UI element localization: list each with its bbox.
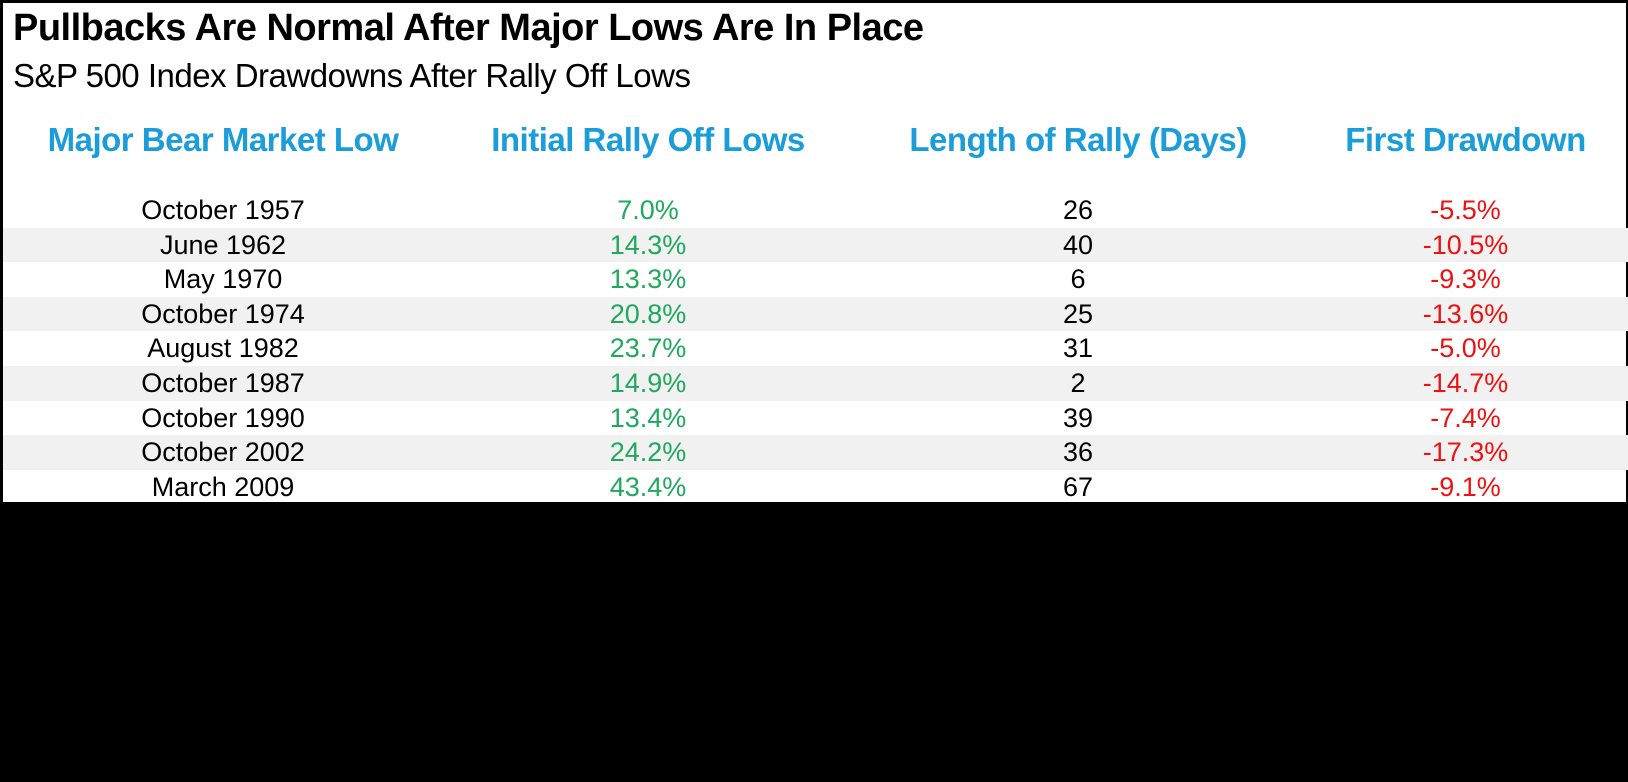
cell-rally-length-days: 25 [1062,298,1094,329]
table-row: October 1987 14.9% 2 -14.7% [3,365,1628,401]
cell-bear-market-low: October 1957 [141,195,305,225]
cell-rally-length-days: 31 [1062,333,1094,364]
cell-first-drawdown: -5.0% [1430,333,1501,364]
cell-rally-length-days: 39 [1062,402,1094,433]
table-row: June 1962 14.3% 40 -10.5% [3,227,1628,263]
cell-rally-length-days: 2 [1070,367,1086,398]
chart-title: Pullbacks Are Normal After Major Lows Ar… [13,7,924,49]
cell-rally-length-days: 67 [1062,471,1094,502]
cell-initial-rally: 23.7% [609,333,687,364]
cell-first-drawdown: -9.3% [1430,264,1501,295]
cell-first-drawdown: -10.5% [1422,229,1509,260]
cell-rally-length-days: 36 [1062,437,1094,468]
cell-first-drawdown: -14.7% [1422,367,1509,398]
cell-rally-length-days: 26 [1062,195,1094,225]
cell-rally-length-days: 40 [1062,229,1094,260]
table-row: March 2009 43.4% 67 -9.1% [3,470,1628,505]
cell-first-drawdown: -9.1% [1430,471,1501,502]
table-header-col-first-drawdown: First Drawdown [1345,121,1586,158]
cell-bear-market-low: June 1962 [159,229,287,260]
chart-subtitle: S&P 500 Index Drawdowns After Rally Off … [13,57,691,94]
table-row: October 1957 7.0% 26 -5.5% [3,193,1628,228]
table-row: May 1970 13.3% 6 -9.3% [3,262,1628,297]
cell-initial-rally: 20.8% [609,298,687,329]
table-header-col-length-of-rally-days: Length of Rally (Days) [909,121,1247,158]
cell-initial-rally: 14.9% [609,367,687,398]
cell-initial-rally: 24.2% [609,437,687,468]
cell-initial-rally: 13.4% [609,402,687,433]
cell-initial-rally: 13.3% [609,264,687,295]
cell-bear-market-low: May 1970 [163,264,283,295]
table-header-col-initial-rally-off-lows: Initial Rally Off Lows [491,121,805,158]
cell-bear-market-low: October 1990 [141,402,305,433]
cell-initial-rally: 7.0% [617,195,679,225]
cell-initial-rally: 14.3% [609,229,687,260]
cell-bear-market-low: March 2009 [151,471,295,502]
cell-rally-length-days: 6 [1070,264,1086,295]
cell-bear-market-low: August 1982 [147,333,299,364]
cell-initial-rally: 43.4% [609,471,687,502]
table-row: October 2002 24.2% 36 -17.3% [3,435,1628,470]
cell-first-drawdown: -5.5% [1430,195,1501,225]
cell-bear-market-low: October 2002 [141,437,305,468]
table-row: October 1990 13.4% 39 -7.4% [3,401,1628,436]
cell-first-drawdown: -7.4% [1430,402,1501,433]
cell-bear-market-low: October 1974 [141,298,305,329]
table-header-col-major-bear-market-low: Major Bear Market Low [47,121,399,158]
bottom-black-band [0,502,1628,782]
table-row: October 1974 20.8% 25 -13.6% [3,296,1628,332]
table-header-row: Major Bear Market Low Initial Rally Off L… [3,121,1628,159]
table-row: August 1982 23.7% 31 -5.0% [3,331,1628,366]
table-body: October 1957 7.0% 26 -5.5% June 1962 14.3% 40-… [3,193,1628,504]
cell-bear-market-low: October 1987 [141,367,305,398]
cell-first-drawdown: -17.3% [1422,437,1509,468]
cell-first-drawdown: -13.6% [1422,298,1509,329]
